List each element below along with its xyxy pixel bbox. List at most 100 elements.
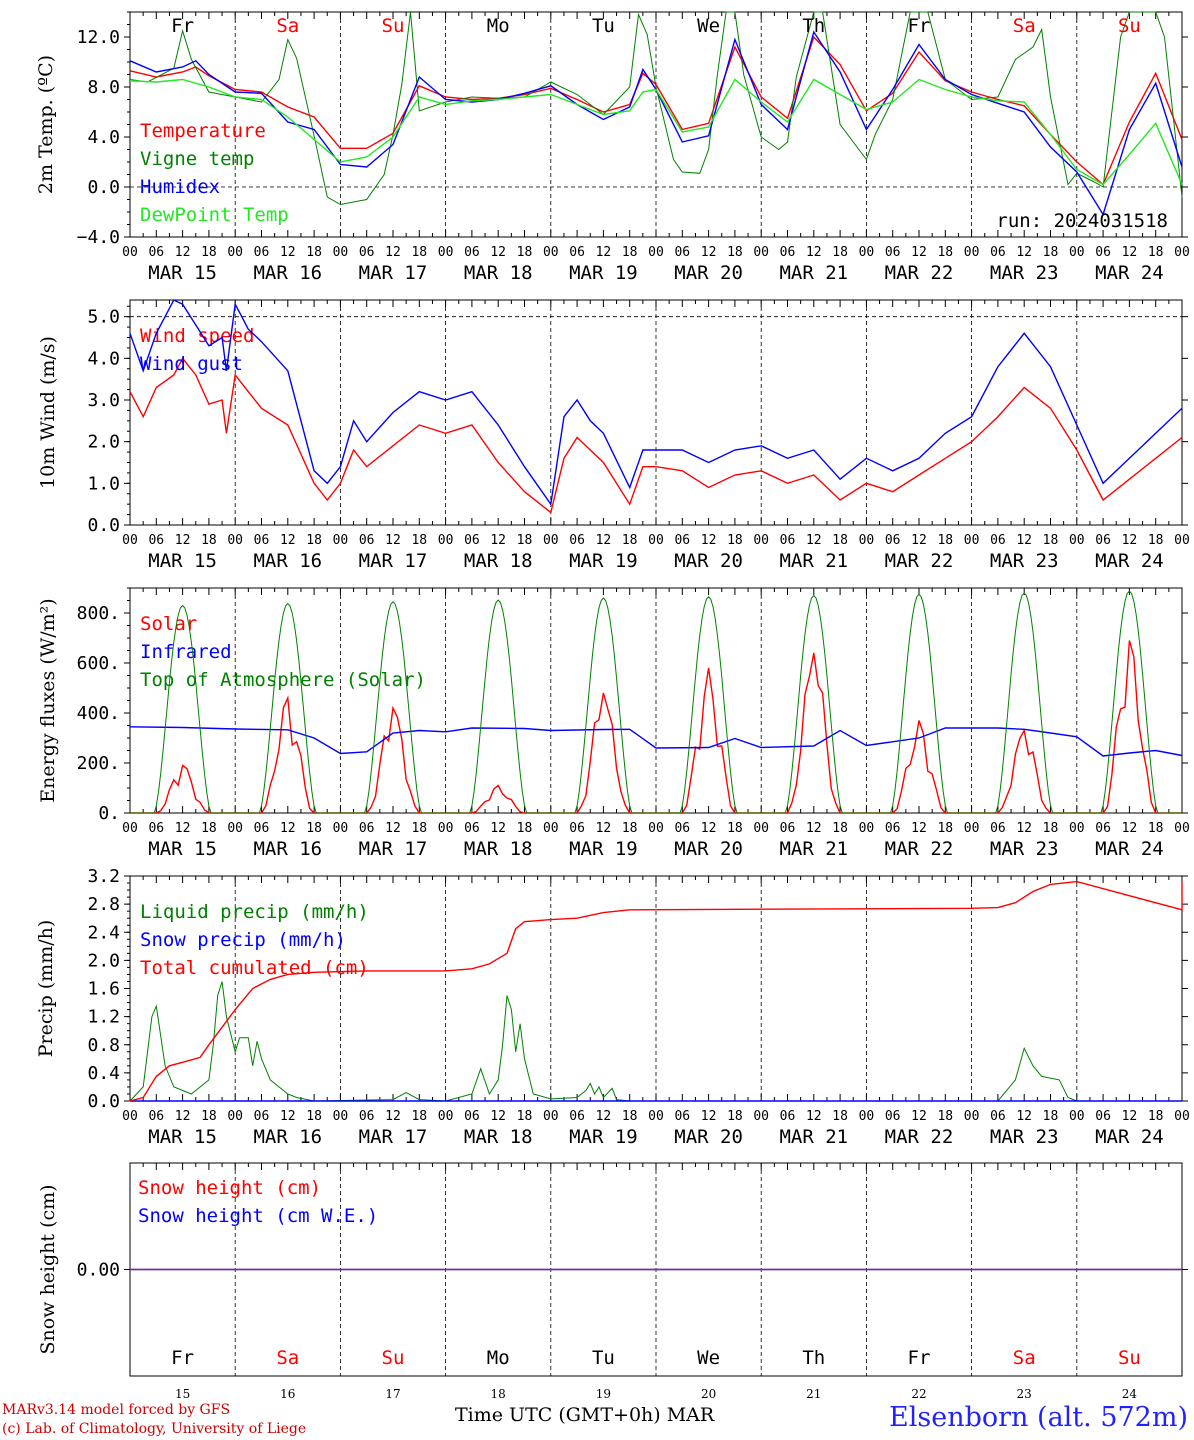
- x-hour-label: 18: [306, 533, 322, 548]
- x-hour-label: 12: [701, 1109, 717, 1124]
- y-tick-label: 4.0: [87, 348, 120, 369]
- x-hour-label: 18: [937, 533, 953, 548]
- x-date-label: MAR 23: [990, 1126, 1059, 1148]
- x-date-label: MAR 20: [674, 262, 743, 284]
- legend-entry: Liquid precip (mm/h): [140, 901, 369, 923]
- y-tick-label: 0.8: [87, 1035, 120, 1056]
- x-hour-label: 12: [280, 1109, 296, 1124]
- legend-entry: Snow height (cm): [138, 1177, 321, 1199]
- day-name: Tu: [592, 15, 615, 37]
- x-date-label: MAR 16: [253, 550, 322, 572]
- x-hour-label: 00: [964, 533, 980, 548]
- x-hour-label: 18: [1043, 245, 1059, 260]
- series-line-total-cumulated-cm-: [129, 880, 1183, 1102]
- x-date-label: MAR 24: [1095, 1126, 1164, 1148]
- x-hour-label: 06: [1095, 245, 1111, 260]
- x-hour-label: 06: [674, 1109, 690, 1124]
- x-hour-label: 18: [1148, 1109, 1164, 1124]
- x-hour-label: 18: [1148, 533, 1164, 548]
- y-tick-label: 1.0: [87, 473, 120, 494]
- x-hour-label: 06: [674, 821, 690, 836]
- x-date-label: MAR 16: [253, 1126, 322, 1148]
- x-date-label: MAR 22: [885, 550, 954, 572]
- series-line-top-of-atmosphere-solar-: [130, 590, 1182, 814]
- time-axis-title: Time UTC (GMT+0h) MAR: [455, 1404, 715, 1426]
- x-hour-label: 18: [937, 1109, 953, 1124]
- x-date-label: MAR 18: [464, 838, 533, 860]
- x-hour-label: 12: [385, 533, 401, 548]
- y-tick-label: 400.: [77, 703, 120, 724]
- x-hour-label: 06: [464, 245, 480, 260]
- legend-entry: Snow precip (mm/h): [140, 929, 346, 951]
- x-hour-label: 06: [359, 245, 375, 260]
- run-label: run: 2024031518: [996, 210, 1168, 232]
- x-hour-label: 12: [175, 533, 191, 548]
- x-hour-label: 18: [517, 1109, 533, 1124]
- x-hour-label: 00: [859, 533, 875, 548]
- panel-4: 0.0 0.4 0.8 1.2 1.6 2.0 2.4 2.8 3.2 Precip (mm/h)…: [35, 866, 1190, 1148]
- y-tick-label: 12.0: [77, 27, 120, 48]
- y-axis-title: Snow height (cm): [37, 1184, 59, 1354]
- day-name: Fr: [171, 15, 194, 37]
- x-date-label: MAR 21: [779, 550, 848, 572]
- x-hour-label: 06: [780, 245, 796, 260]
- x-hour-label: 00: [1069, 533, 1085, 548]
- x-hour-label: 12: [701, 245, 717, 260]
- day-name: Th: [802, 15, 825, 37]
- series-line-dewpoint-temp: [129, 78, 1183, 186]
- day-name: Su: [382, 15, 405, 37]
- y-tick-label: 1.6: [87, 979, 120, 1000]
- x-hour-label: 18: [832, 821, 848, 836]
- x-hour-label: 00: [543, 533, 559, 548]
- x-hour-label: 06: [464, 533, 480, 548]
- series-line-wind-speed: [129, 357, 1183, 514]
- legend-entry: Snow height (cm W.E.): [138, 1205, 378, 1227]
- day-name: Sa: [1013, 15, 1036, 37]
- x-date-label: MAR 20: [674, 550, 743, 572]
- x-hour-label: 06: [780, 533, 796, 548]
- x-date-label: MAR 19: [569, 550, 638, 572]
- x-hour-label: 00: [438, 821, 454, 836]
- legend-entry: DewPoint Temp: [140, 204, 289, 226]
- x-hour-label: 00: [1174, 1109, 1190, 1124]
- x-hour-label: 06: [359, 821, 375, 836]
- x-hour-label: 18: [622, 1109, 638, 1124]
- x-hour-label: 12: [596, 245, 612, 260]
- day-number: 20: [701, 1387, 716, 1401]
- day-name: Mo: [487, 1347, 510, 1369]
- x-date-label: MAR 24: [1095, 838, 1164, 860]
- day-name: Su: [382, 1347, 405, 1369]
- panel-1: −4.0 0.0 4.0 8.0 12.0 2m Temp. (ºC) 00 06 12 18 MA…: [35, 11, 1190, 284]
- x-hour-label: 06: [148, 245, 164, 260]
- y-tick-label: 2.0: [87, 432, 120, 453]
- x-hour-label: 12: [175, 821, 191, 836]
- x-hour-label: 12: [280, 533, 296, 548]
- y-axis-title: Precip (mm/h): [35, 920, 57, 1058]
- x-date-label: MAR 18: [464, 550, 533, 572]
- x-hour-label: 18: [1043, 821, 1059, 836]
- y-tick-label: 2.8: [87, 894, 120, 915]
- x-hour-label: 18: [937, 245, 953, 260]
- x-date-label: MAR 16: [253, 838, 322, 860]
- y-tick-label: 3.2: [87, 866, 120, 887]
- x-date-label: MAR 22: [885, 1126, 954, 1148]
- y-tick-label: 0.: [98, 803, 120, 824]
- x-date-label: MAR 18: [464, 1126, 533, 1148]
- y-tick-label: 200.: [77, 753, 120, 774]
- x-date-label: MAR 23: [990, 262, 1059, 284]
- x-hour-label: 12: [385, 245, 401, 260]
- y-tick-label: 0.4: [87, 1063, 120, 1084]
- panel-2: 0.0 1.0 2.0 3.0 4.0 5.0 10m Wind (m/s) 00 06 12 18…: [37, 299, 1190, 572]
- x-hour-label: 18: [832, 1109, 848, 1124]
- x-hour-label: 00: [1174, 533, 1190, 548]
- y-axis-title: 2m Temp. (ºC): [35, 55, 57, 194]
- x-hour-label: 00: [648, 245, 664, 260]
- x-hour-label: 12: [911, 821, 927, 836]
- x-hour-label: 06: [780, 821, 796, 836]
- y-tick-label: 8.0: [87, 77, 120, 98]
- x-date-label: MAR 20: [674, 838, 743, 860]
- y-tick-label: 2.4: [87, 922, 120, 943]
- y-tick-label: 0.0: [87, 177, 120, 198]
- x-hour-label: 00: [333, 245, 349, 260]
